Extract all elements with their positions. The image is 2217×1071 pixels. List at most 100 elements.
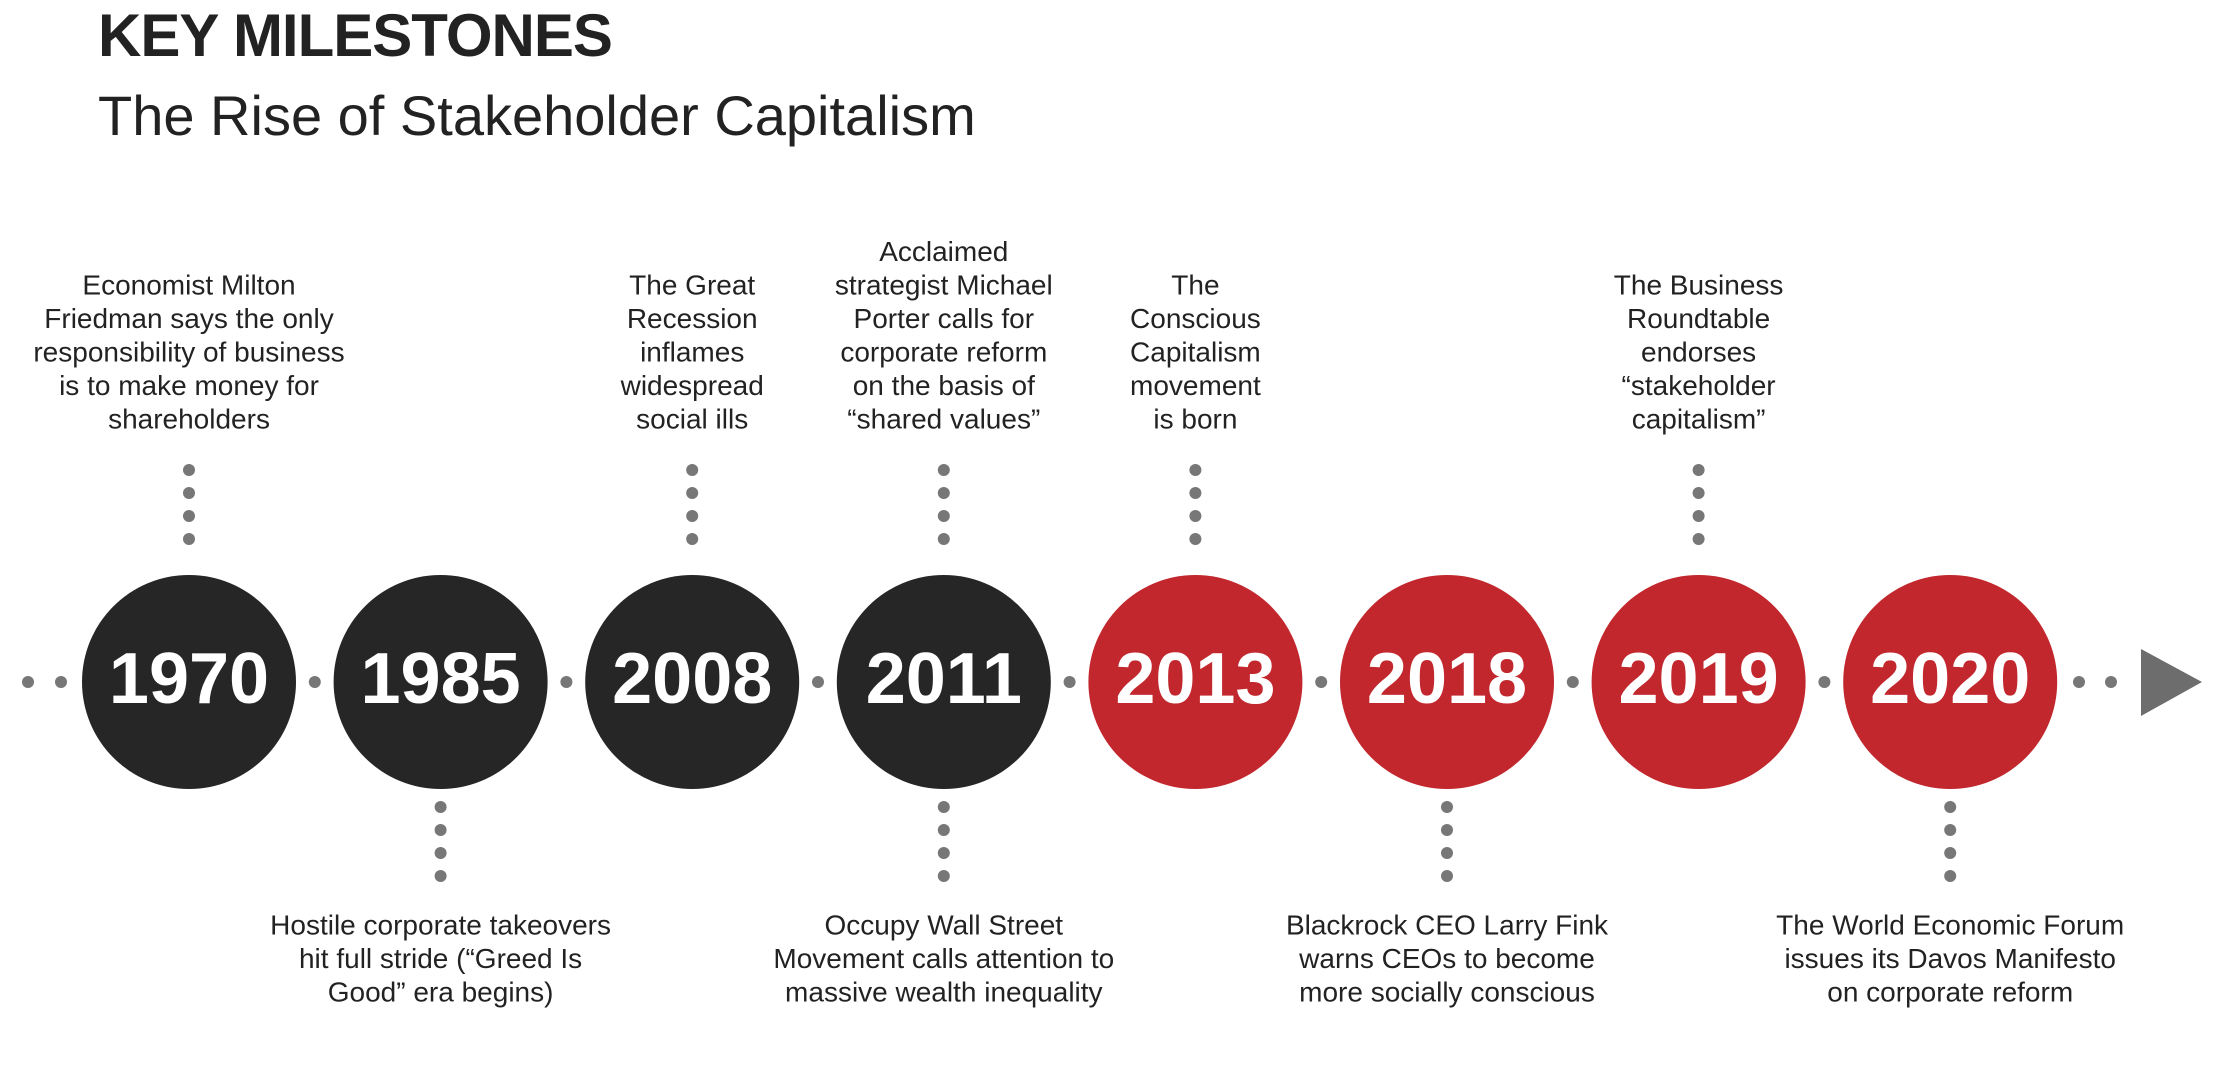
description: issues its Davos Manifesto <box>1784 943 2115 974</box>
dot <box>434 824 447 836</box>
dot <box>22 676 34 688</box>
dot <box>2073 676 2085 688</box>
description: “stakeholder <box>1622 370 1776 401</box>
dot <box>937 510 950 522</box>
dot <box>937 801 950 813</box>
dot <box>1692 533 1705 545</box>
dot <box>1063 676 1076 688</box>
dot <box>1441 847 1453 859</box>
description: Recession <box>627 303 758 334</box>
description: The <box>1171 269 1219 300</box>
year-circle <box>333 575 548 789</box>
year: 2011 <box>866 639 1022 719</box>
subtitle: The Rise of Stakeholder Capitalism <box>98 84 976 147</box>
description: shareholders <box>108 403 270 434</box>
dot <box>937 847 950 859</box>
description: inflames <box>640 336 744 367</box>
description: is born <box>1153 403 1237 434</box>
description: endorses <box>1641 336 1756 367</box>
description: massive wealth inequality <box>785 976 1103 1007</box>
description: The World Economic Forum <box>1776 909 2124 940</box>
year-circle <box>836 575 1051 789</box>
dot <box>937 487 950 499</box>
description: Conscious <box>1130 303 1261 334</box>
description: “shared values” <box>847 403 1040 434</box>
dot <box>1189 510 1202 522</box>
dot <box>686 464 699 476</box>
dot <box>1944 870 1957 882</box>
arrow <box>2141 649 2202 716</box>
dot <box>1189 533 1202 545</box>
year-circle <box>1591 575 1806 789</box>
description: strategist Michael <box>835 269 1053 300</box>
dot <box>686 533 699 545</box>
description: Blackrock CEO Larry Fink <box>1286 909 1609 940</box>
description: Good” era begins) <box>328 976 554 1007</box>
dot <box>55 676 67 688</box>
description: Movement calls attention to <box>773 943 1114 974</box>
dot <box>1818 676 1831 688</box>
dot <box>434 870 447 882</box>
year: 2008 <box>612 639 772 719</box>
description: hit full stride (“Greed Is <box>299 943 582 974</box>
description: movement <box>1130 370 1261 401</box>
dot <box>434 847 447 859</box>
dot <box>1441 801 1453 813</box>
title: KEY MILESTONES <box>98 2 612 69</box>
dot <box>812 676 824 688</box>
dot <box>434 801 447 813</box>
dot <box>183 533 195 545</box>
description: Friedman says the only <box>44 303 333 334</box>
description: Hostile corporate takeovers <box>270 909 611 940</box>
dot <box>686 487 699 499</box>
dot <box>2105 676 2117 688</box>
description: responsibility of business <box>33 336 344 367</box>
description: Economist Milton <box>82 269 295 300</box>
dot <box>1944 847 1957 859</box>
description: corporate reform <box>840 336 1047 367</box>
dot <box>1692 464 1705 476</box>
dot <box>937 464 950 476</box>
year-circle <box>1843 575 2058 789</box>
year: 2013 <box>1115 639 1275 719</box>
dot <box>183 464 195 476</box>
year-circle <box>1340 575 1554 789</box>
dot <box>1566 676 1579 688</box>
dot <box>183 510 195 522</box>
dot <box>937 824 950 836</box>
description: Capitalism <box>1130 336 1261 367</box>
description: capitalism” <box>1632 403 1766 434</box>
year-circle <box>585 575 800 789</box>
description: more socially conscious <box>1299 976 1595 1007</box>
dot <box>183 487 195 499</box>
dot <box>1189 487 1202 499</box>
dot <box>937 870 950 882</box>
description: Occupy Wall Street <box>825 909 1064 940</box>
dot <box>1441 824 1453 836</box>
description: on the basis of <box>853 370 1035 401</box>
dot <box>937 533 950 545</box>
description: warns CEOs to become <box>1298 943 1595 974</box>
dot <box>1692 510 1705 522</box>
dot <box>1944 801 1957 813</box>
dot <box>1441 870 1453 882</box>
dot <box>1189 464 1202 476</box>
year: 2020 <box>1870 639 2030 719</box>
description: is to make money for <box>59 370 319 401</box>
year: 2019 <box>1619 639 1779 719</box>
dot <box>308 676 321 688</box>
dot <box>686 510 699 522</box>
dot <box>1692 487 1705 499</box>
year: 1985 <box>361 639 521 719</box>
year-circle <box>1088 575 1303 789</box>
description: social ills <box>636 403 748 434</box>
description: The Business <box>1614 269 1784 300</box>
dot <box>1944 824 1957 836</box>
description: widespread <box>620 370 764 401</box>
description: The Great <box>629 269 755 300</box>
year-circle <box>82 575 296 789</box>
dot <box>1315 676 1328 688</box>
description: Porter calls for <box>854 303 1035 334</box>
year: 1970 <box>109 639 269 719</box>
